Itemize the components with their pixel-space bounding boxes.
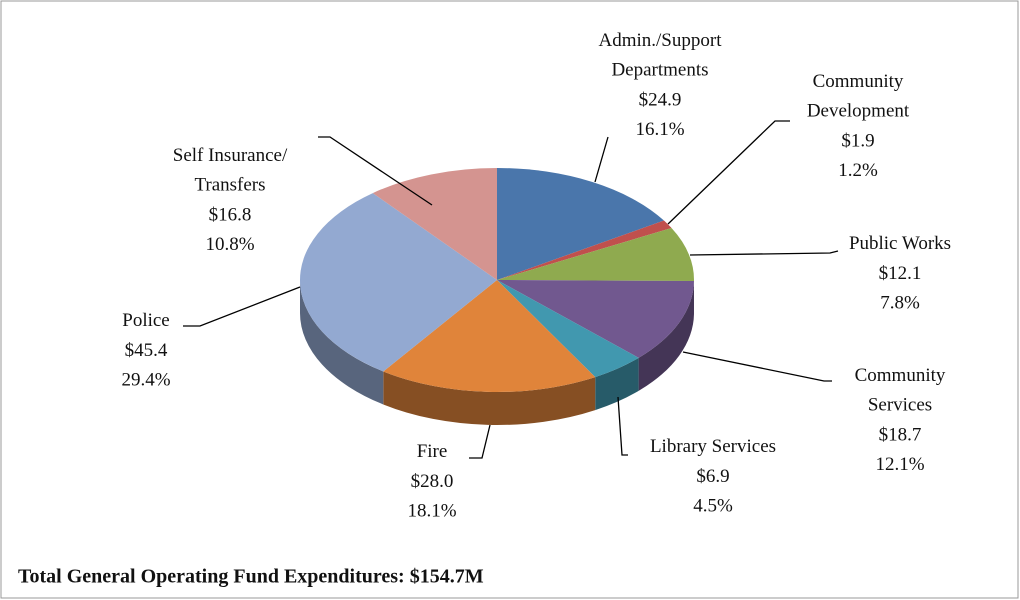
percentage-label: 29.4% (121, 369, 170, 390)
slice-label: Police (122, 310, 170, 331)
percentage-label: 7.8% (880, 292, 920, 313)
slice (497, 168, 664, 280)
slice-label: Fire (417, 441, 448, 462)
slice-label: Community Development (807, 71, 910, 122)
slice (497, 228, 694, 282)
leader-line (183, 286, 301, 327)
slice-label: Community Services (855, 365, 946, 416)
slice-side (300, 280, 384, 405)
percentage-label: 18.1% (407, 500, 456, 521)
slice-side (383, 371, 596, 425)
leader-line (594, 136, 609, 183)
percentage-label: 4.5% (693, 495, 733, 516)
value-label: $16.8 (209, 204, 252, 225)
slice-label: Admin./Support Departments (599, 30, 723, 81)
slice (497, 220, 672, 280)
value-label: $45.4 (125, 340, 168, 361)
chart-title: Total General Operating Fund Expenditure… (18, 566, 484, 588)
slice-label: Self Insurance/Transfers (173, 145, 288, 196)
value-label: $12.1 (879, 263, 922, 284)
value-label: $1.9 (841, 130, 874, 151)
percentage-label: 1.2% (838, 160, 878, 181)
leader-line (617, 396, 628, 456)
slice (497, 280, 694, 358)
percentage-label: 12.1% (875, 454, 924, 475)
value-label: $28.0 (411, 471, 454, 492)
leader-line (318, 136, 433, 206)
value-label: $18.7 (879, 424, 922, 445)
leader-line (469, 424, 491, 459)
percentage-label: 16.1% (635, 119, 684, 140)
slice-label: Library Services (650, 436, 776, 457)
leader-line (667, 120, 790, 225)
slice (497, 280, 639, 378)
value-label: $6.9 (696, 466, 729, 487)
slice (383, 280, 596, 392)
leader-line (682, 351, 832, 382)
slice (300, 193, 497, 372)
value-label: $24.9 (639, 89, 682, 110)
slice (372, 168, 497, 280)
slice-side (638, 281, 694, 391)
leader-line (689, 250, 839, 256)
slice-label: Public Works (849, 233, 951, 254)
percentage-label: 10.8% (205, 234, 254, 255)
slice-side (595, 357, 639, 411)
